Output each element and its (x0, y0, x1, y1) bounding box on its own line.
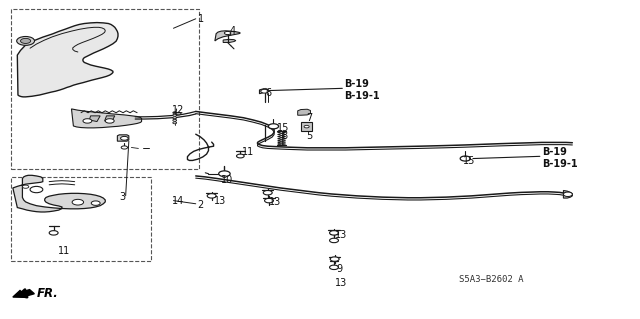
Circle shape (173, 112, 177, 114)
Text: 2: 2 (198, 200, 204, 210)
Circle shape (30, 186, 43, 193)
Circle shape (105, 119, 114, 123)
Polygon shape (17, 23, 118, 97)
Circle shape (264, 198, 273, 203)
Circle shape (173, 122, 177, 124)
Text: 15: 15 (276, 123, 289, 133)
Circle shape (330, 238, 339, 243)
Text: 5: 5 (306, 131, 312, 141)
Circle shape (330, 257, 339, 261)
Text: 13: 13 (214, 196, 226, 206)
Text: 11: 11 (243, 147, 255, 157)
Text: 8: 8 (282, 131, 288, 141)
Circle shape (219, 171, 230, 177)
Circle shape (330, 265, 339, 270)
Text: 3: 3 (119, 192, 125, 203)
Text: B-19
B-19-1: B-19 B-19-1 (344, 79, 380, 101)
Circle shape (120, 137, 128, 140)
Circle shape (563, 192, 572, 197)
Text: 1: 1 (198, 14, 204, 24)
Circle shape (330, 231, 339, 235)
Circle shape (22, 185, 29, 188)
Text: 10: 10 (221, 175, 234, 185)
Circle shape (460, 156, 470, 161)
Circle shape (263, 190, 272, 195)
Polygon shape (104, 116, 115, 122)
Circle shape (304, 125, 309, 128)
Circle shape (83, 119, 92, 123)
Bar (11, 9, 199, 169)
Text: FR.: FR. (36, 287, 58, 300)
Circle shape (121, 146, 127, 149)
Text: 7: 7 (306, 113, 312, 123)
Circle shape (173, 119, 177, 121)
Polygon shape (259, 89, 269, 94)
Circle shape (173, 114, 177, 116)
Polygon shape (90, 116, 100, 122)
Circle shape (176, 112, 181, 115)
Circle shape (20, 38, 31, 43)
Bar (11, 177, 151, 261)
Circle shape (173, 117, 177, 119)
Circle shape (92, 201, 100, 205)
Text: 11: 11 (58, 246, 70, 256)
Polygon shape (72, 109, 141, 128)
Text: 14: 14 (172, 196, 184, 206)
Circle shape (268, 124, 278, 129)
Text: S5A3−B2602 A: S5A3−B2602 A (459, 275, 524, 284)
Text: 9: 9 (336, 263, 342, 274)
Text: 6: 6 (266, 88, 272, 98)
Circle shape (72, 199, 84, 205)
Text: 13: 13 (335, 230, 347, 241)
Polygon shape (563, 190, 572, 198)
Polygon shape (298, 109, 310, 115)
Circle shape (260, 89, 268, 93)
Bar (301, 122, 312, 131)
Text: 4: 4 (230, 26, 236, 36)
Circle shape (49, 231, 58, 235)
Text: 13: 13 (335, 278, 347, 288)
Text: 15: 15 (463, 156, 476, 166)
Circle shape (225, 32, 231, 34)
Circle shape (207, 194, 216, 198)
Text: 12: 12 (172, 106, 184, 115)
Polygon shape (215, 31, 241, 41)
Polygon shape (223, 39, 236, 42)
FancyArrow shape (13, 290, 35, 297)
Circle shape (17, 36, 35, 45)
Polygon shape (13, 175, 105, 212)
Polygon shape (117, 135, 129, 141)
Circle shape (223, 176, 227, 178)
Text: 13: 13 (269, 197, 281, 207)
Text: B-19
B-19-1: B-19 B-19-1 (541, 147, 577, 169)
Circle shape (237, 154, 244, 158)
